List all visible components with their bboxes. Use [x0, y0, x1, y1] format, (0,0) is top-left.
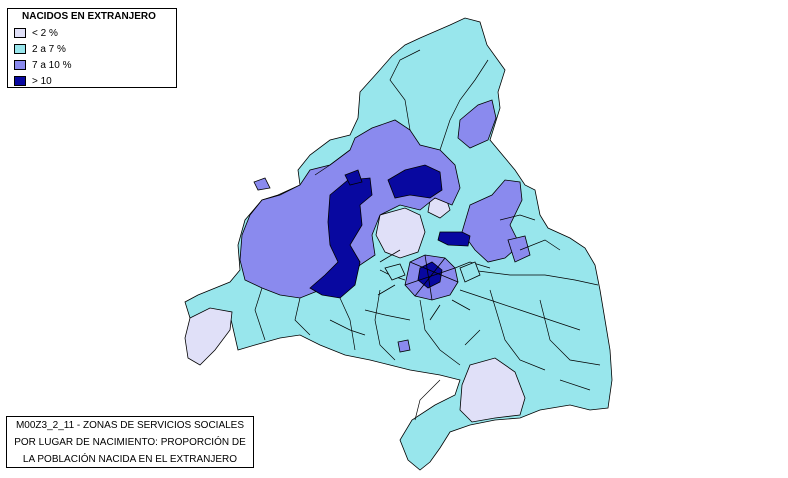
legend-item-very-high: > 10 — [14, 73, 170, 89]
legend-swatch-high — [14, 60, 26, 70]
legend-item-low: < 2 % — [14, 25, 170, 41]
legend-item-medium: 2 a 7 % — [14, 41, 170, 57]
zone-north-mid — [457, 99, 497, 149]
legend-swatch-low — [14, 28, 26, 38]
legend-swatch-medium — [14, 44, 26, 54]
zone-east-high — [437, 231, 471, 247]
caption-line-3: LA POBLACIÓN NACIDA EN EL EXTRANJERO — [22, 454, 238, 465]
zone-center-low — [375, 207, 426, 259]
legend-label-medium: 2 a 7 % — [32, 43, 66, 55]
legend-label-very-high: > 10 — [32, 75, 52, 87]
zone-north-high — [387, 164, 443, 199]
zone-south-low — [459, 357, 526, 423]
zone-southcenter-mid — [397, 339, 411, 353]
map-legend: NACIDOS EN EXTRANJERO < 2 % 2 a 7 % 7 a … — [7, 8, 177, 88]
legend-title: NACIDOS EN EXTRANJERO — [22, 11, 156, 22]
legend-label-high: 7 a 10 % — [32, 59, 72, 71]
madrid-city-districts — [377, 249, 481, 321]
legend-swatch-very-high — [14, 76, 26, 86]
legend-label-low: < 2 % — [32, 27, 58, 39]
zone-east-mid-2 — [507, 235, 531, 263]
district-boundaries — [254, 49, 601, 421]
zone-southwest-low — [184, 307, 233, 366]
zone-east-mid — [461, 179, 523, 263]
legend-item-high: 7 a 10 % — [14, 57, 170, 73]
zone-small-high — [344, 169, 363, 186]
caption-line-2: POR LUGAR DE NACIMIENTO: PROPORCIÓN DE — [14, 437, 246, 448]
zone-west-high — [309, 177, 373, 299]
caption-line-1: M00Z3_2_11 - ZONAS DE SERVICIOS SOCIALES — [15, 420, 245, 431]
zone-small-mid — [253, 177, 271, 191]
map-caption: M00Z3_2_11 - ZONAS DE SERVICIOS SOCIALES… — [6, 416, 254, 468]
